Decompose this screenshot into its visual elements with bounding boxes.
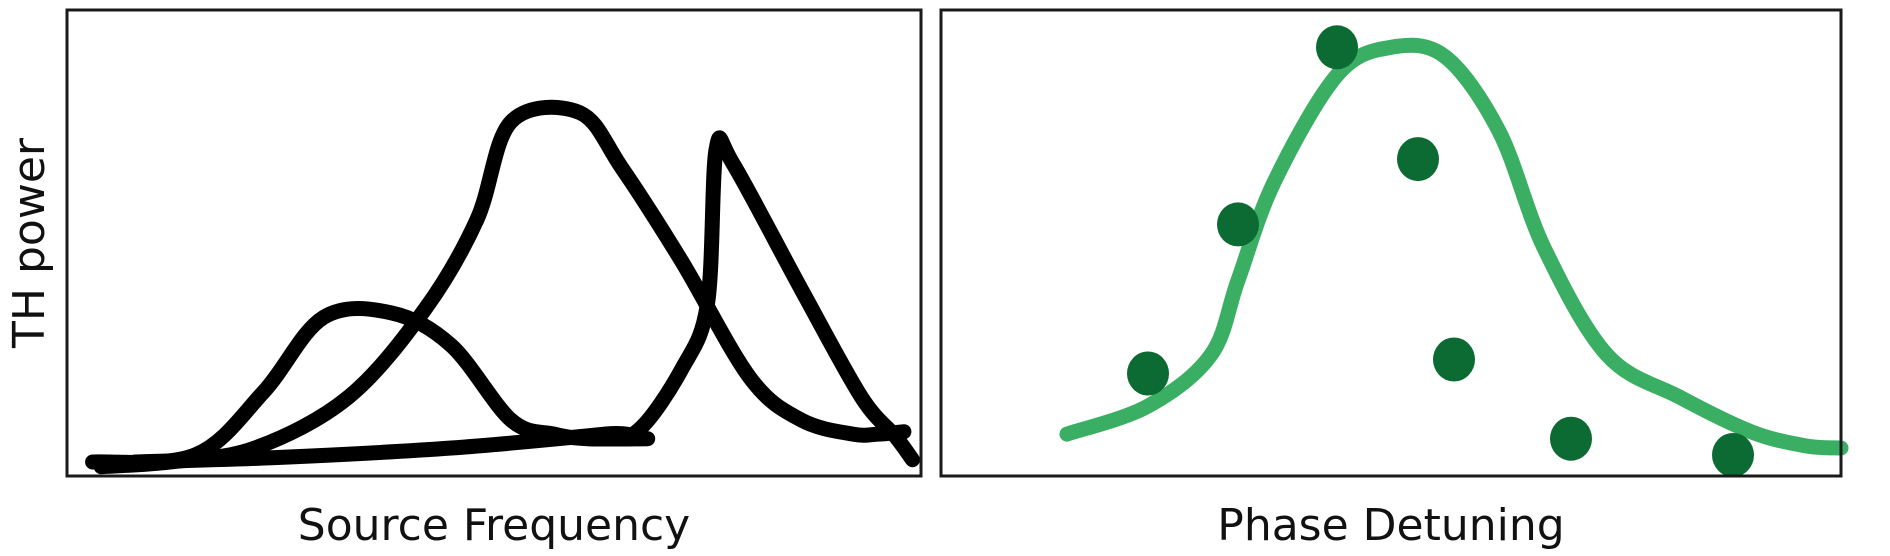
right-x-axis-label: Phase Detuning <box>1217 500 1564 551</box>
panel-left-source-frequency: Source Frequency TH power <box>4 8 923 551</box>
left-x-axis-label: Source Frequency <box>298 500 690 551</box>
right-plot-frame <box>939 8 1843 478</box>
left-curve-1 <box>93 99 912 475</box>
data-point <box>1316 25 1358 70</box>
left-plot-frame <box>65 8 923 478</box>
fit-curve <box>1059 37 1849 456</box>
data-point <box>1433 337 1475 382</box>
y-axis-label: TH power <box>4 137 55 349</box>
left-curve-3 <box>127 130 920 470</box>
data-point <box>1127 351 1169 396</box>
data-point <box>1712 433 1754 477</box>
data-point <box>1217 202 1259 247</box>
panel-right-phase-detuning: Phase Detuning <box>939 8 1849 551</box>
data-point <box>1397 137 1439 182</box>
left-curves <box>85 99 920 475</box>
right-data-points <box>1127 25 1754 477</box>
right-fit-curve-group <box>1059 37 1849 456</box>
data-point <box>1550 416 1592 461</box>
